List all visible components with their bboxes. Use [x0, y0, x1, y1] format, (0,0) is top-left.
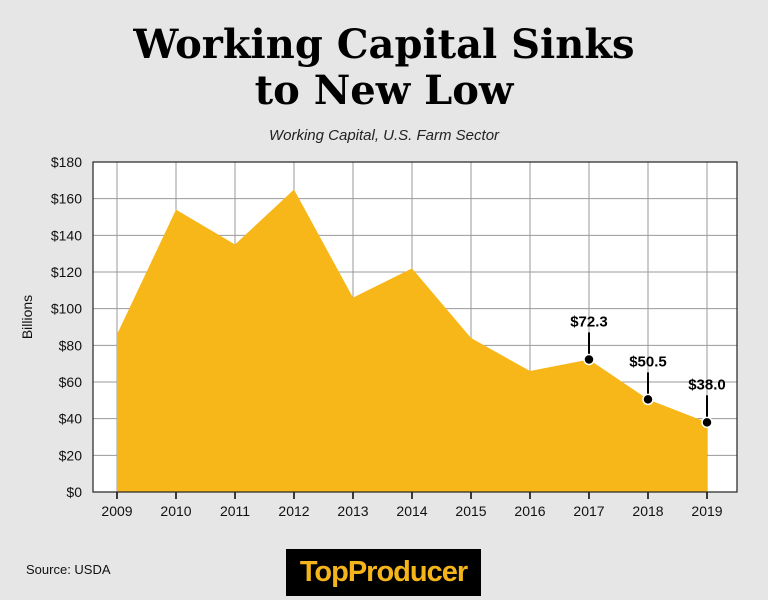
x-tick-label: 2013 — [337, 503, 368, 519]
top-producer-logo: TopProducer — [286, 549, 481, 596]
chart-title-line-1: Working Capital Sinks — [133, 21, 635, 68]
y-axis-label: Billions — [19, 295, 35, 339]
chart-title-line-2: to New Low — [254, 67, 514, 114]
x-tick-label: 2011 — [220, 503, 250, 519]
data-label: $72.3 — [570, 313, 608, 330]
x-tick-label: 2018 — [632, 503, 663, 519]
y-tick-label: $140 — [51, 227, 82, 243]
data-label: $38.0 — [688, 376, 726, 393]
x-tick-label: 2016 — [514, 503, 545, 519]
plot-border — [92, 161, 738, 493]
area-chart: $0 $20 $40 $60 $80 $100 $120 $140 $160 $180 2009 20… — [19, 154, 738, 519]
x-tick-label: 2014 — [396, 503, 427, 519]
data-point-marker — [642, 393, 654, 406]
x-tick-label: 2012 — [278, 503, 309, 519]
y-tick-label: $80 — [59, 337, 83, 353]
x-tick-label: 2010 — [160, 503, 191, 519]
source-note: Source: USDA — [26, 562, 111, 577]
y-tick-label: $20 — [59, 447, 83, 463]
y-tick-label: $120 — [51, 264, 82, 280]
chart-subtitle: Working Capital, U.S. Farm Sector — [268, 127, 500, 144]
series-area — [117, 189, 707, 492]
y-tick-label: $0 — [66, 484, 82, 500]
y-tick-label: $180 — [51, 154, 82, 170]
x-tick-label: 2017 — [573, 503, 604, 519]
logo-text: TopProducer — [299, 556, 468, 588]
y-tick-label: $40 — [59, 411, 83, 427]
data-point-marker — [701, 416, 713, 429]
x-tick-label: 2019 — [691, 503, 722, 519]
data-label: $50.5 — [629, 353, 667, 370]
x-tick-label: 2015 — [455, 503, 486, 519]
y-tick-label: $160 — [51, 191, 82, 207]
chart-title: Working Capital Sinks to New Low — [0, 22, 768, 114]
data-point-marker — [583, 353, 595, 366]
y-tick-label: $60 — [59, 374, 83, 390]
y-tick-label: $100 — [51, 301, 82, 317]
x-tick-label: 2009 — [101, 503, 132, 519]
